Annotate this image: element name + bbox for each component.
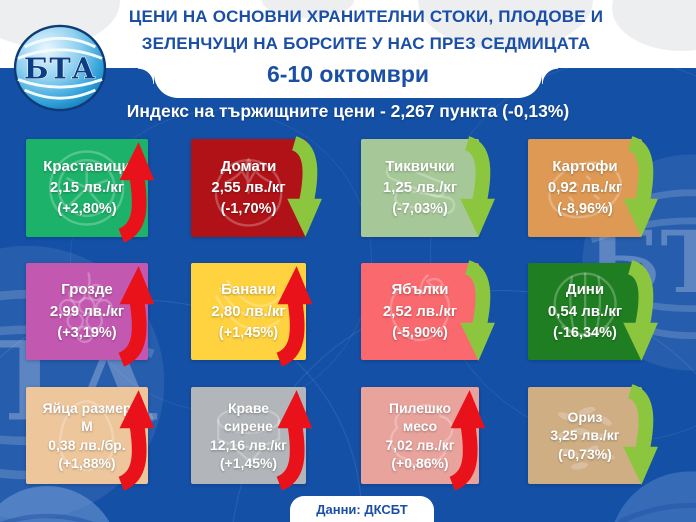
product-name: Тиквички (385, 157, 455, 175)
price-card-rice: Ориз 3,25 лв./кг (-0,73%) (528, 384, 658, 485)
price-change: (-1,70%) (220, 201, 277, 218)
price-change: (+2,80%) (57, 201, 117, 218)
cucumber-slice-watermark-icon (49, 150, 125, 226)
trend-up-arrow-icon (118, 266, 155, 367)
corner-globe-icon (0, 486, 110, 522)
date-range: 6-10 октомври (266, 61, 430, 87)
header-watermark-blob (262, 0, 354, 18)
price-card-grapes: Грозде 2,99 лв./кг (+3,19%) (26, 263, 155, 367)
price-card-zucchini: Тиквички 1,25 лв./кг (-7,03%) (361, 136, 495, 237)
price-change: (+3,19%) (57, 324, 117, 341)
product-name: Домати (220, 157, 277, 175)
product-price: 2,52 лв./кг (382, 302, 458, 320)
market-index-line: Индекс на тържищните цени - 2,267 пункта… (126, 101, 570, 121)
product-name: Грозде (61, 281, 113, 299)
bananas-watermark-icon (214, 279, 282, 331)
product-name: Пилешко месо (388, 399, 452, 435)
egg-watermark-icon (59, 400, 115, 471)
price-change: (-5,90%) (392, 324, 448, 341)
trend-up-arrow-icon (276, 266, 313, 367)
price-change: (-8,96%) (557, 201, 613, 218)
zucchini-watermark-icon (385, 162, 456, 215)
product-price: 0,38 лв./бр. (48, 436, 126, 453)
header-date-tab (154, 68, 542, 98)
trend-down-arrow-icon (623, 384, 658, 485)
corner-globe-icon (614, 471, 696, 522)
trend-down-arrow-icon (460, 260, 495, 361)
price-card-bananas: Банани 2,80 лв./кг (+1,45%) (191, 263, 313, 367)
price-change: (+1,88%) (58, 454, 116, 471)
product-name: Ориз (567, 408, 603, 425)
price-card-cucumbers: Краставици 2,15 лв./кг (+2,80%) (26, 139, 155, 243)
bta-logo: БТА (13, 24, 107, 112)
rice-watermark-icon (554, 406, 615, 470)
data-source-label: Данни: ДКСБТ (316, 502, 408, 517)
price-card-tomatoes: Домати 2,55 лв./кг (-1,70%) (191, 136, 322, 237)
price-card-eggs: Яйца размер М 0,38 лв./бр. (+1,88%) (26, 387, 155, 491)
product-name: Яйца размер М (42, 399, 132, 435)
product-name: Краставици (43, 157, 131, 175)
price-change: (+1,45%) (219, 454, 278, 471)
price-card-potatoes: Картофи 0,92 лв./кг (-8,96%) (528, 136, 658, 237)
product-price: 0,54 лв./кг (547, 302, 623, 320)
header-tab-fillet (138, 68, 154, 84)
potato-watermark-icon (548, 161, 622, 219)
price-card-cow-cheese: Краве сирене 12,16 лв./кг (+1,45%) (191, 387, 313, 491)
svg-text:БТА: БТА (24, 52, 96, 86)
trend-down-arrow-icon (623, 136, 658, 237)
trend-up-arrow-icon (449, 390, 486, 491)
price-card-apples: Ябълки 2,52 лв./кг (-5,90%) (361, 260, 495, 361)
product-name: Банани (221, 281, 276, 299)
apple-watermark-icon (389, 274, 451, 342)
product-name: Краве сирене (224, 399, 273, 435)
product-name: Картофи (552, 157, 618, 175)
product-name: Дини (565, 281, 605, 299)
price-change: (-7,03%) (392, 201, 448, 218)
grapes-watermark-icon (59, 272, 113, 344)
trend-down-arrow-icon (460, 136, 495, 237)
trend-down-arrow-icon (287, 136, 322, 237)
price-change: (-16,34%) (553, 324, 617, 341)
price-change: (+1,45%) (218, 324, 279, 341)
product-price: 0,92 лв./кг (547, 179, 623, 197)
data-source-pill: Данни: ДКСБТ (290, 496, 434, 522)
price-card-watermelons: Дини 0,54 лв./кг (-16,34%) (528, 260, 658, 361)
product-price: 2,99 лв./кг (49, 302, 125, 320)
product-price: 1,25 лв./кг (382, 179, 458, 197)
product-price: 3,25 лв./кг (550, 427, 620, 444)
header-tab-fillet (542, 68, 558, 84)
product-price: 2,80 лв./кг (211, 302, 286, 320)
trend-down-arrow-icon (623, 260, 658, 361)
watermelon-watermark-icon (553, 272, 617, 338)
product-price: 7,02 лв./кг (385, 436, 455, 453)
tomato-watermark-icon (214, 157, 283, 227)
product-price: 2,55 лв./кг (211, 179, 286, 197)
header-band (0, 0, 696, 68)
trend-up-arrow-icon (118, 390, 155, 491)
product-name: Ябълки (391, 281, 449, 299)
price-card-chicken-meat: Пилешко месо 7,02 лв./кг (+0,86%) (361, 387, 486, 491)
chicken-watermark-icon (389, 404, 454, 467)
trend-up-arrow-icon (276, 390, 313, 491)
cheese-watermark-icon (216, 406, 281, 464)
poster-title-line1: ЦЕНИ НА ОСНОВНИ ХРАНИТЕЛНИ СТОКИ, ПЛОДОВ… (128, 7, 604, 26)
poster-title-line2: ЗЕЛЕНЧУЦИ НА БОРСИТЕ У НАС ПРЕЗ СЕДМИЦАТ… (141, 34, 591, 53)
trend-up-arrow-icon (118, 142, 155, 243)
product-price: 2,15 лв./кг (49, 179, 125, 197)
price-change: (+0,86%) (391, 454, 449, 471)
price-change: (-0,73%) (558, 445, 612, 462)
product-price: 12,16 лв./кг (209, 436, 288, 453)
